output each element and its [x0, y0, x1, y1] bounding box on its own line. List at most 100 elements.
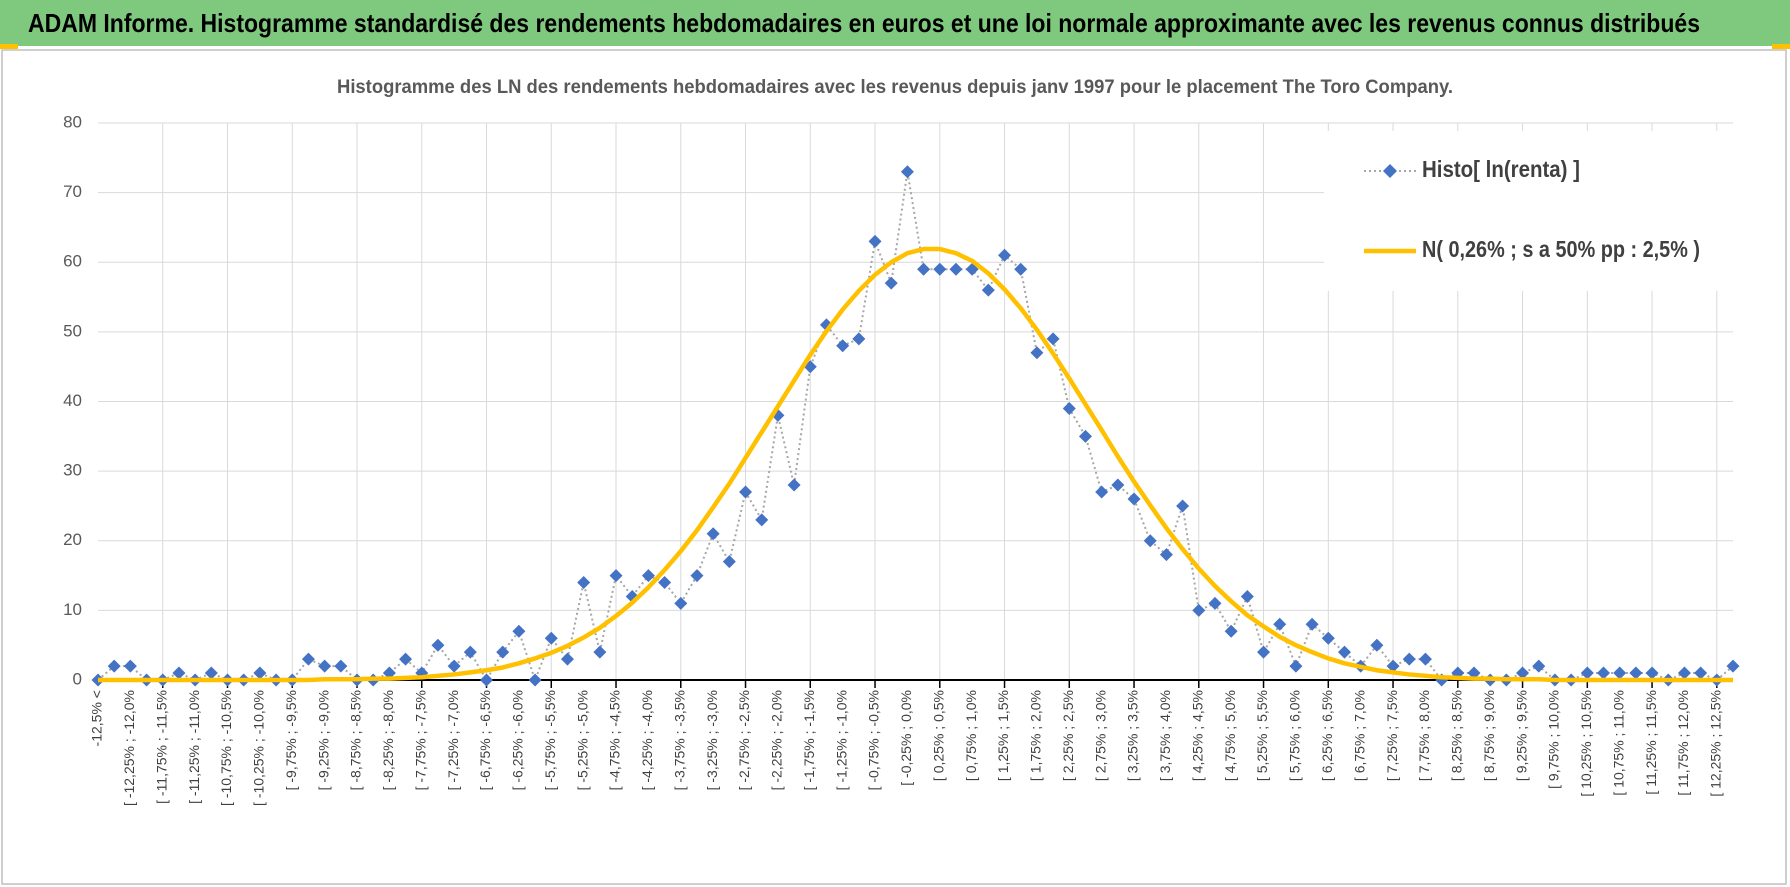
- data-point: [1694, 666, 1708, 680]
- data-point: [1726, 659, 1740, 673]
- x-tick-label: [ 3,25% ; 3,5%: [1125, 690, 1141, 781]
- data-point: [868, 234, 882, 248]
- data-point: [1677, 666, 1691, 680]
- x-tick-label: [ -2,75% ; -2,5%: [736, 690, 752, 790]
- data-point: [706, 527, 720, 541]
- data-point: [528, 673, 542, 687]
- data-point: [1078, 429, 1092, 443]
- x-tick-label: [ -7,25% ; -7,0%: [445, 690, 461, 790]
- x-tick-label: [ 10,25% ; 10,5%: [1578, 690, 1594, 797]
- data-point: [1273, 617, 1287, 631]
- chart-title: Histogramme des LN des rendements hebdom…: [337, 77, 1453, 98]
- legend-label: N( 0,26% ; s a 50% pp : 2,5% ): [1422, 236, 1700, 262]
- data-point: [1192, 603, 1206, 617]
- data-point: [1240, 589, 1254, 603]
- data-point: [1257, 645, 1271, 659]
- data-point: [463, 645, 477, 659]
- x-tick-label: [ 6,75% ; 7,0%: [1351, 690, 1367, 781]
- x-tick-label: [ 11,75% ; 12,0%: [1675, 690, 1691, 796]
- data-point: [755, 513, 769, 527]
- data-point: [981, 283, 995, 297]
- y-tick-label: 60: [63, 252, 82, 271]
- data-point: [172, 666, 186, 680]
- data-point: [1014, 262, 1028, 276]
- x-tick-label: [ -8,25% ; -8,0%: [380, 690, 396, 790]
- x-tick-label: [ -4,25% ; -4,0%: [639, 690, 655, 790]
- x-tick-label: [ -10,25% ; -10,0%: [251, 690, 267, 806]
- header-bar: [0, 0, 1790, 46]
- x-tick-label: [ 4,75% ; 5,0%: [1222, 690, 1238, 781]
- x-tick-label: [ -10,75% ; -10,5%: [218, 690, 234, 806]
- y-tick-label: 80: [63, 112, 82, 131]
- y-tick-label: 40: [63, 391, 82, 410]
- x-tick-label: [ 10,75% ; 11,0%: [1610, 690, 1626, 796]
- y-tick-label: 70: [63, 182, 82, 201]
- data-point: [1629, 666, 1643, 680]
- data-point: [739, 485, 753, 499]
- x-tick-label: [ -12,25% ; -12,0%: [121, 690, 137, 806]
- data-point: [1159, 548, 1173, 562]
- x-tick-label: [ 8,75% ; 9,0%: [1481, 690, 1497, 781]
- data-point: [658, 576, 672, 590]
- data-point: [1176, 499, 1190, 513]
- y-tick-label: 0: [73, 669, 82, 688]
- data-point: [1143, 534, 1157, 548]
- data-point: [1224, 624, 1238, 638]
- y-tick-label: 10: [63, 600, 82, 619]
- data-point: [1516, 666, 1530, 680]
- x-tick-label: [ 3,75% ; 4,0%: [1157, 690, 1173, 781]
- x-tick-label: [ 1,25% ; 1,5%: [995, 690, 1011, 781]
- data-point: [301, 652, 315, 666]
- x-tick-label: [ -11,25% ; -11,0%: [186, 690, 202, 804]
- x-tick-label: [ 2,25% ; 2,5%: [1060, 690, 1076, 781]
- chart-frame: [1, 49, 1787, 885]
- x-tick-label: [ -8,75% ; -8,5%: [348, 690, 364, 790]
- data-point: [447, 659, 461, 673]
- x-tick-label: [ 0,25% ; 0,5%: [930, 690, 946, 781]
- data-point: [900, 165, 914, 179]
- x-tick-label: [ -9,75% ; -9,5%: [283, 690, 299, 790]
- x-tick-label: [ -0,25% ; 0,0%: [898, 690, 914, 786]
- legend-label: Histo[ ln(renta) ]: [1422, 156, 1580, 182]
- data-point: [1613, 666, 1627, 680]
- data-point: [577, 576, 591, 590]
- x-tick-label: [ 6,25% ; 6,5%: [1319, 690, 1335, 781]
- x-tick-label: [ 2,75% ; 3,0%: [1092, 690, 1108, 781]
- x-tick-label: [ 9,25% ; 9,5%: [1513, 690, 1529, 781]
- y-tick-label: 30: [63, 461, 82, 480]
- x-tick-label: [ -7,75% ; -7,5%: [412, 690, 428, 790]
- legend-marker: [1383, 164, 1397, 178]
- data-point: [787, 478, 801, 492]
- data-point: [334, 659, 348, 673]
- data-point: [949, 262, 963, 276]
- data-point: [107, 659, 121, 673]
- data-point: [1095, 485, 1109, 499]
- data-point: [674, 596, 688, 610]
- x-tick-label: [ -5,75% ; -5,5%: [542, 690, 558, 790]
- data-point: [560, 652, 574, 666]
- x-tick-label: [ -6,25% ; -6,0%: [510, 690, 526, 790]
- data-point: [544, 631, 558, 645]
- data-point: [1337, 645, 1351, 659]
- x-tick-label: [ -5,25% ; -5,0%: [574, 690, 590, 790]
- data-point: [1386, 659, 1400, 673]
- corner-accent: [0, 44, 18, 49]
- data-point: [609, 569, 623, 583]
- x-tick-label: [ 9,75% ; 10,0%: [1546, 690, 1562, 789]
- data-point: [512, 624, 526, 638]
- data-point: [998, 248, 1012, 262]
- data-point: [917, 262, 931, 276]
- x-tick-label: [ -0,75% ; -0,5%: [866, 690, 882, 790]
- data-point: [690, 569, 704, 583]
- x-tick-label: [ 7,25% ; 7,5%: [1384, 690, 1400, 781]
- data-point: [593, 645, 607, 659]
- data-point: [884, 276, 898, 290]
- data-point: [496, 645, 510, 659]
- data-point: [431, 638, 445, 652]
- data-point: [1402, 652, 1416, 666]
- y-tick-label: 20: [63, 530, 82, 549]
- data-point: [253, 666, 267, 680]
- data-point: [480, 673, 494, 687]
- x-tick-label: [ -11,75% ; -11,5%: [153, 690, 169, 804]
